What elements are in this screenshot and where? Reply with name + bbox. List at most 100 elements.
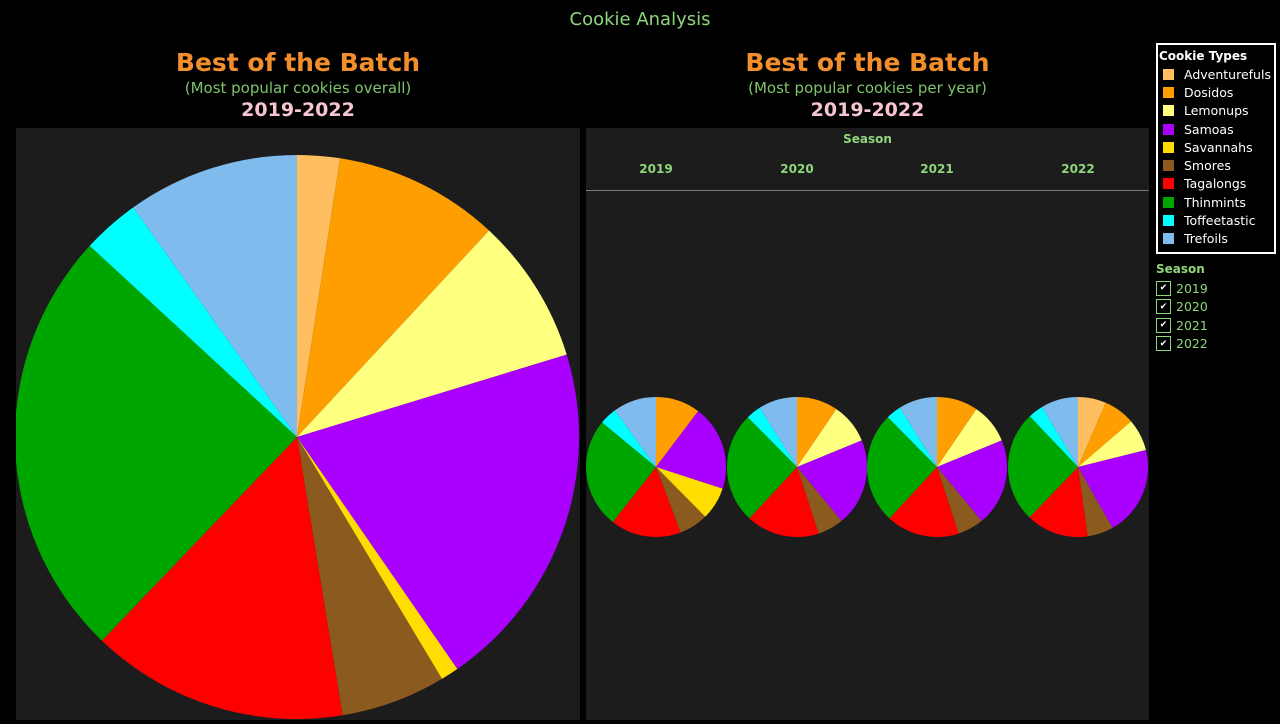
season-2022-slice-samoas[interactable] <box>1078 450 1148 528</box>
legend-swatch <box>1163 215 1174 227</box>
overall-slice-dosidos[interactable] <box>297 158 490 438</box>
legend-label: Toffeetastic <box>1184 213 1256 229</box>
overall-title: Best of the Batch <box>175 48 421 77</box>
legend-swatch <box>1163 178 1174 190</box>
season-column-2019: 2019 <box>639 162 673 176</box>
season-2019-slice-thinmints[interactable] <box>586 422 656 523</box>
checkbox-icon[interactable]: ✔ <box>1156 317 1171 333</box>
overall-slice-toffeetastic[interactable] <box>89 207 297 437</box>
season-filter-label: 2022 <box>1176 336 1208 352</box>
overall-slice-lemonups[interactable] <box>297 230 567 437</box>
overall-slice-adventurefuls[interactable] <box>297 155 341 437</box>
season-filter-item-2020[interactable]: ✔ 2020 <box>1156 298 1276 317</box>
season-filter-item-2021[interactable]: ✔ 2021 <box>1156 316 1276 335</box>
season-2022-slice-tagalongs[interactable] <box>1029 467 1088 537</box>
cookie-types-legend: Cookie Types Adventurefuls Dosidos Lemonup… <box>1156 43 1276 254</box>
season-2020-slice-tagalongs[interactable] <box>749 467 819 537</box>
season-2020-slice-samoas[interactable] <box>797 440 867 521</box>
overall-pie-chart <box>14 155 579 719</box>
season-2020-slice-thinmints[interactable] <box>727 417 797 519</box>
season-header: Season <box>843 132 892 146</box>
season-2022-slice-toffeetastic[interactable] <box>1029 406 1078 467</box>
checkbox-icon[interactable]: ✔ <box>1156 299 1171 315</box>
season-2020-slice-lemonups[interactable] <box>797 409 862 467</box>
yearly-years: 2019-2022 <box>810 99 925 121</box>
yearly-pie-charts <box>586 397 1148 537</box>
legend-swatch <box>1163 160 1174 172</box>
season-2021-slice-thinmints[interactable] <box>867 417 937 519</box>
legend-label: Samoas <box>1184 121 1234 137</box>
season-2019-slice-toffeetastic[interactable] <box>602 410 656 467</box>
season-2019-slice-samoas[interactable] <box>656 411 726 489</box>
legend-item-tagalongs[interactable]: Tagalongs <box>1158 175 1274 193</box>
legend-item-dosidos[interactable]: Dosidos <box>1158 83 1274 101</box>
season-2019-slice-savannahs[interactable] <box>656 467 723 517</box>
season-2020-slice-trefoils[interactable] <box>759 397 797 467</box>
season-2020-slice-smores[interactable] <box>797 467 842 534</box>
legend-title: Cookie Types <box>1159 49 1248 63</box>
season-filter-item-2019[interactable]: ✔ 2019 <box>1156 279 1276 298</box>
overall-chart-panel <box>14 128 580 720</box>
season-2022-slice-adventurefuls[interactable] <box>1078 397 1106 467</box>
legend-label: Savannahs <box>1184 139 1253 155</box>
legend-item-smores[interactable]: Smores <box>1158 156 1274 174</box>
legend-item-lemonups[interactable]: Lemonups <box>1158 102 1274 120</box>
checkbox-icon[interactable]: ✔ <box>1156 280 1171 296</box>
overall-slice-smores[interactable] <box>297 437 442 716</box>
season-2019-slice-tagalongs[interactable] <box>612 467 681 537</box>
legend-label: Lemonups <box>1184 103 1249 119</box>
season-2021-slice-lemonups[interactable] <box>937 409 1002 467</box>
season-2022-slice-thinmints[interactable] <box>1008 416 1078 518</box>
checkbox-icon[interactable]: ✔ <box>1156 336 1171 352</box>
overall-slice-trefoils[interactable] <box>133 155 297 437</box>
season-filter-label: 2019 <box>1176 280 1208 296</box>
legend-swatch <box>1163 86 1174 98</box>
legend-swatch <box>1163 196 1174 208</box>
legend-swatch <box>1163 141 1174 153</box>
yearly-title-block: Best of the Batch (Most popular cookies … <box>586 48 1149 122</box>
season-2020-slice-toffeetastic[interactable] <box>747 407 797 467</box>
season-column-2020: 2020 <box>780 162 814 176</box>
season-2022-slice-smores[interactable] <box>1078 467 1113 537</box>
legend-label: Thinmints <box>1184 194 1246 210</box>
season-filter-item-2022[interactable]: ✔ 2022 <box>1156 335 1276 354</box>
legend-item-adventurefuls[interactable]: Adventurefuls <box>1158 65 1274 83</box>
legend-label: Tagalongs <box>1184 176 1247 192</box>
season-2022-slice-dosidos[interactable] <box>1078 402 1132 467</box>
season-2019-slice-dosidos[interactable] <box>656 397 699 467</box>
overall-slice-tagalongs[interactable] <box>101 437 343 719</box>
season-column-2022: 2022 <box>1061 162 1095 176</box>
legend-item-thinmints[interactable]: Thinmints <box>1158 193 1274 211</box>
season-2021-slice-toffeetastic[interactable] <box>887 407 937 467</box>
legend-item-samoas[interactable]: Samoas <box>1158 120 1274 138</box>
overall-slice-thinmints[interactable] <box>14 245 297 641</box>
season-2022-slice-trefoils[interactable] <box>1041 397 1078 467</box>
legend-item-savannahs[interactable]: Savannahs <box>1158 138 1274 156</box>
yearly-title: Best of the Batch <box>745 48 990 77</box>
yearly-subtitle: (Most popular cookies per year) <box>748 79 987 97</box>
overall-title-block: Best of the Batch (Most popular cookies … <box>16 48 580 122</box>
season-2021-slice-samoas[interactable] <box>937 440 1007 521</box>
overall-slice-samoas[interactable] <box>297 354 579 669</box>
season-2021-slice-smores[interactable] <box>937 467 982 534</box>
season-filter-label: 2020 <box>1176 299 1208 315</box>
overall-slice-savannahs[interactable] <box>297 437 458 679</box>
legend-swatch <box>1163 105 1174 117</box>
overall-subtitle: (Most popular cookies overall) <box>184 79 412 97</box>
season-2021-slice-tagalongs[interactable] <box>889 467 959 537</box>
season-filter-title: Season <box>1156 262 1205 276</box>
season-2020-slice-dosidos[interactable] <box>797 397 837 467</box>
legend-label: Adventurefuls <box>1184 66 1271 82</box>
legend-label: Trefoils <box>1184 231 1228 247</box>
legend-item-trefoils[interactable]: Trefoils <box>1158 230 1274 248</box>
season-filter-label: 2021 <box>1176 317 1208 333</box>
season-2019-slice-trefoils[interactable] <box>614 397 656 467</box>
season-2019-slice-smores[interactable] <box>656 467 706 533</box>
season-2022-slice-lemonups[interactable] <box>1078 421 1146 467</box>
legend-item-toffeetastic[interactable]: Toffeetastic <box>1158 211 1274 229</box>
season-column-2021: 2021 <box>920 162 954 176</box>
season-2021-slice-trefoils[interactable] <box>899 397 937 467</box>
legend-label: Smores <box>1184 158 1231 174</box>
overall-years: 2019-2022 <box>241 99 355 121</box>
season-2021-slice-dosidos[interactable] <box>937 397 977 467</box>
